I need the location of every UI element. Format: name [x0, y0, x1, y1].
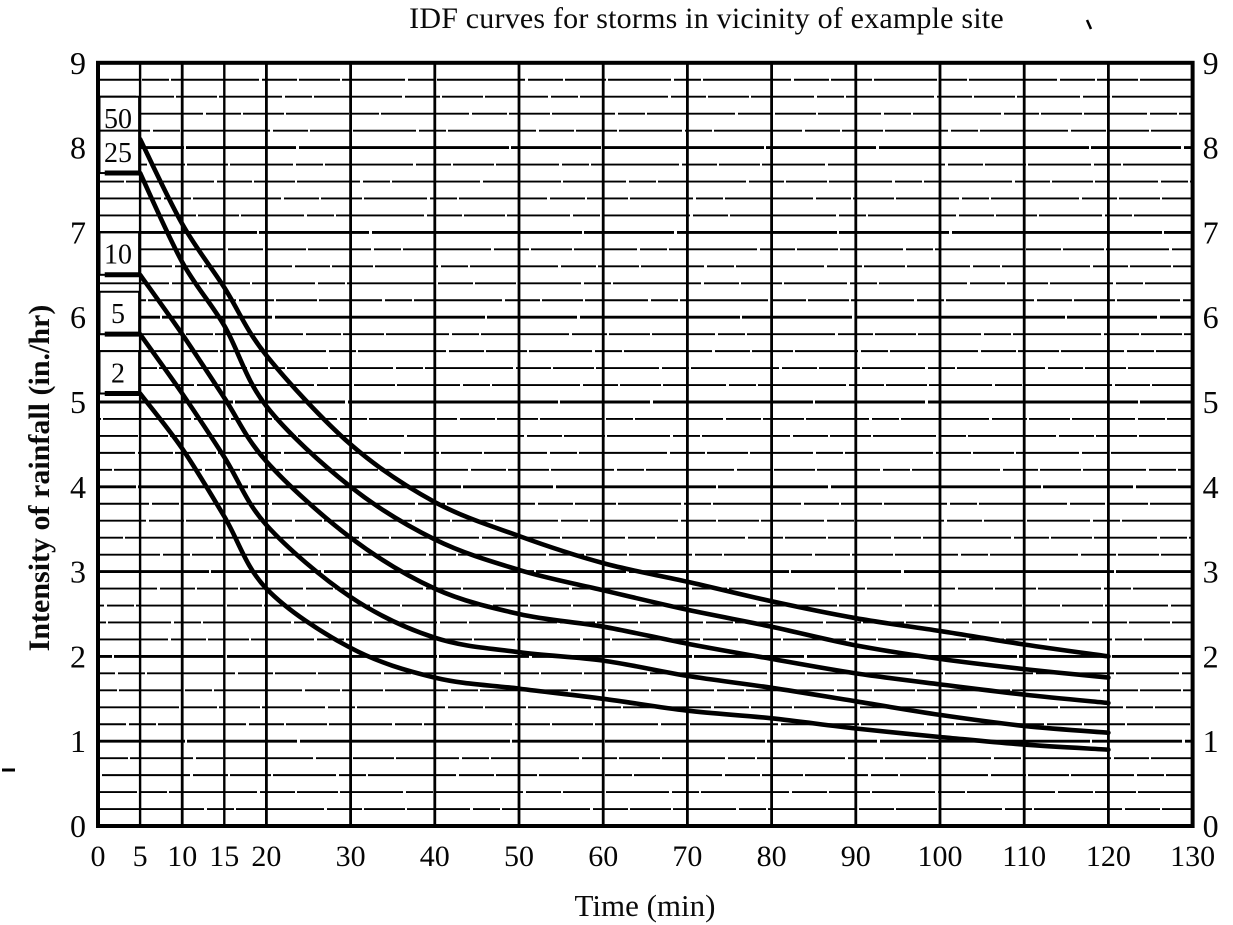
- y-axis-label: Intensity of rainfall (in./hr): [23, 304, 56, 652]
- x-tick-label-15: 15: [209, 840, 239, 873]
- y-tick-label-right-0: 0: [1203, 808, 1219, 844]
- scan-artifact-tick: [1085, 19, 1093, 30]
- y-tick-label-left-4: 4: [70, 469, 86, 505]
- x-tick-label-40: 40: [420, 840, 450, 873]
- y-tick-label-left-7: 7: [70, 214, 86, 250]
- plot-border: [96, 60, 1195, 829]
- y-tick-label-right-3: 3: [1203, 554, 1219, 590]
- x-tick-label-90: 90: [841, 840, 871, 873]
- x-tick-label-0: 0: [91, 840, 106, 873]
- y-tick-label-left-8: 8: [70, 130, 86, 166]
- curve-label-box-5yr: [98, 290, 141, 336]
- x-tick-label-5: 5: [133, 840, 148, 873]
- curve-label-25yr: 25: [104, 138, 132, 169]
- y-tick-label-left-3: 3: [70, 554, 86, 590]
- y-tick-label-left-9: 9: [70, 45, 86, 81]
- x-tick-label-110: 110: [1002, 840, 1046, 873]
- idf-curve-25-year: [137, 170, 1111, 680]
- y-tick-label-right-5: 5: [1203, 384, 1219, 420]
- y-tick-label-right-1: 1: [1203, 723, 1219, 759]
- idf-curve-5-year: [137, 331, 1111, 735]
- y-tick-label-right-4: 4: [1203, 469, 1219, 505]
- y-tick-label-left-6: 6: [70, 299, 86, 335]
- y-tick-label-left-1: 1: [70, 723, 86, 759]
- y-tick-label-right-6: 6: [1203, 299, 1219, 335]
- y-tick-label-right-8: 8: [1203, 130, 1219, 166]
- x-tick-label-70: 70: [672, 840, 702, 873]
- curve-label-2yr: 2: [111, 358, 125, 389]
- curve-label-5yr: 5: [111, 299, 125, 330]
- y-tick-label-left-2: 2: [70, 638, 86, 674]
- x-axis-label: Time (min): [574, 888, 716, 923]
- y-tick-label-left-0: 0: [70, 808, 86, 844]
- x-tick-label-130: 130: [1170, 840, 1215, 873]
- x-tick-label-10: 10: [167, 840, 197, 873]
- y-tick-label-right-9: 9: [1203, 45, 1219, 81]
- y-tick-label-right-2: 2: [1203, 638, 1219, 674]
- x-tick-label-100: 100: [918, 840, 963, 873]
- x-tick-label-60: 60: [588, 840, 618, 873]
- x-tick-label-20: 20: [251, 840, 281, 873]
- curve-label-box-25yr: [98, 129, 141, 175]
- x-tick-label-120: 120: [1086, 840, 1131, 873]
- idf-curve-2-year: [137, 391, 1111, 752]
- idf-curve-50-year: [137, 136, 1111, 659]
- x-tick-label-30: 30: [336, 840, 366, 873]
- x-tick-label-80: 80: [757, 840, 787, 873]
- x-tick-label-50: 50: [504, 840, 534, 873]
- idf-curve-10-year: [137, 272, 1111, 706]
- y-tick-label-left-5: 5: [70, 384, 86, 420]
- y-tick-label-right-7: 7: [1203, 214, 1219, 250]
- curve-label-box-10yr: [98, 231, 141, 276]
- chart-title: IDF curves for storms in vicinity of exa…: [409, 2, 1004, 35]
- curve-label-10yr: 10: [104, 240, 132, 271]
